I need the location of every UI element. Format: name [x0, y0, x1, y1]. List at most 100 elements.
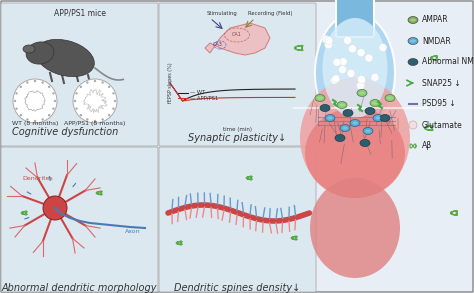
Ellipse shape [350, 120, 360, 127]
FancyBboxPatch shape [336, 0, 374, 37]
Circle shape [333, 58, 341, 66]
Circle shape [344, 36, 352, 45]
Circle shape [15, 108, 18, 110]
Circle shape [330, 76, 338, 84]
Ellipse shape [328, 117, 332, 120]
Circle shape [325, 37, 333, 45]
Ellipse shape [363, 127, 373, 134]
Circle shape [19, 86, 22, 88]
Circle shape [41, 118, 44, 121]
Ellipse shape [315, 95, 325, 101]
Ellipse shape [310, 178, 400, 278]
Text: Dendritic spines density↓: Dendritic spines density↓ [174, 283, 300, 293]
Text: Recording (Field): Recording (Field) [248, 11, 292, 16]
Ellipse shape [357, 89, 367, 96]
Ellipse shape [353, 122, 357, 125]
Circle shape [108, 86, 110, 88]
Circle shape [86, 81, 89, 84]
Circle shape [73, 79, 117, 123]
Ellipse shape [343, 127, 347, 130]
Ellipse shape [26, 42, 54, 64]
Circle shape [19, 114, 22, 116]
FancyBboxPatch shape [159, 3, 316, 146]
Ellipse shape [325, 115, 335, 122]
Text: Glutamate: Glutamate [422, 120, 463, 130]
Circle shape [101, 81, 104, 84]
Text: AMPAR: AMPAR [422, 16, 448, 25]
Text: — APP/PS1: — APP/PS1 [190, 96, 219, 100]
Text: Abnormal dendritic morphology: Abnormal dendritic morphology [1, 283, 157, 293]
Ellipse shape [372, 101, 378, 105]
Circle shape [356, 82, 365, 90]
Ellipse shape [23, 45, 35, 53]
Circle shape [34, 120, 36, 122]
FancyBboxPatch shape [159, 147, 316, 292]
Text: PSD95 ↓: PSD95 ↓ [422, 100, 456, 108]
Circle shape [43, 196, 67, 220]
Circle shape [325, 41, 332, 49]
Circle shape [48, 114, 50, 116]
Circle shape [80, 114, 82, 116]
Ellipse shape [380, 115, 390, 122]
FancyBboxPatch shape [1, 3, 158, 146]
Ellipse shape [48, 40, 56, 50]
Ellipse shape [359, 91, 365, 95]
Circle shape [26, 118, 28, 121]
Circle shape [348, 45, 356, 53]
Circle shape [94, 80, 96, 82]
Text: time (min): time (min) [224, 127, 253, 132]
Circle shape [365, 54, 373, 62]
Text: APP/PS1 mice: APP/PS1 mice [54, 8, 106, 17]
Ellipse shape [410, 40, 416, 42]
Text: Axon: Axon [125, 229, 141, 234]
Ellipse shape [408, 38, 418, 45]
Ellipse shape [317, 96, 323, 100]
Text: Cognitive dysfunction: Cognitive dysfunction [12, 127, 118, 137]
Ellipse shape [300, 78, 410, 198]
Circle shape [75, 108, 78, 110]
Circle shape [112, 92, 115, 95]
Circle shape [15, 92, 18, 95]
Ellipse shape [365, 130, 371, 132]
Polygon shape [205, 23, 270, 55]
Ellipse shape [335, 134, 345, 142]
Ellipse shape [408, 59, 418, 66]
Circle shape [34, 80, 36, 82]
Text: WT (8 months): WT (8 months) [12, 121, 58, 126]
Circle shape [114, 100, 116, 102]
Circle shape [357, 49, 365, 57]
Ellipse shape [410, 18, 416, 21]
Circle shape [347, 69, 355, 77]
Circle shape [322, 35, 330, 43]
Ellipse shape [365, 108, 375, 115]
Ellipse shape [320, 105, 330, 112]
Ellipse shape [385, 95, 395, 101]
Text: Abnormal NMDAR: Abnormal NMDAR [422, 57, 474, 67]
Circle shape [379, 44, 387, 52]
Circle shape [338, 66, 346, 74]
Ellipse shape [337, 101, 347, 108]
Text: APP/PS1 (8 months): APP/PS1 (8 months) [64, 121, 126, 126]
Circle shape [339, 58, 347, 66]
Text: NMDAR: NMDAR [422, 37, 451, 45]
Ellipse shape [315, 13, 395, 133]
Ellipse shape [340, 125, 350, 132]
Circle shape [112, 108, 115, 110]
Ellipse shape [408, 16, 418, 23]
Circle shape [80, 86, 82, 88]
Circle shape [52, 108, 55, 110]
Ellipse shape [373, 115, 383, 122]
Circle shape [14, 100, 16, 102]
Circle shape [101, 118, 104, 121]
Circle shape [52, 92, 55, 95]
Circle shape [332, 75, 340, 83]
Ellipse shape [305, 108, 405, 198]
Text: — WT: — WT [190, 91, 205, 96]
Ellipse shape [343, 110, 353, 117]
Circle shape [371, 73, 379, 81]
Text: fEPSP slopes (%): fEPSP slopes (%) [168, 63, 173, 103]
Ellipse shape [375, 117, 381, 120]
FancyBboxPatch shape [1, 147, 158, 292]
Text: Stimulating: Stimulating [207, 11, 238, 16]
Circle shape [75, 92, 78, 95]
